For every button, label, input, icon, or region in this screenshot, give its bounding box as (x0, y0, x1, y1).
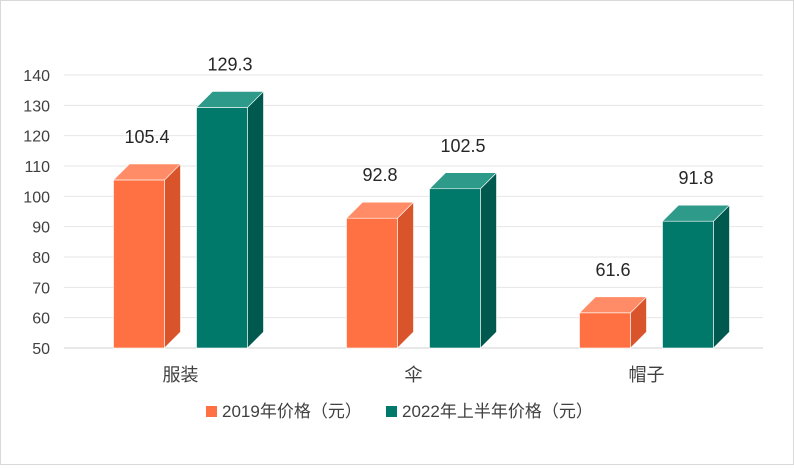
legend: 2019年价格（元） 2022年上半年价格（元） (206, 402, 593, 421)
bars (112, 90, 731, 349)
legend-swatch (386, 406, 397, 417)
data-label: 105.4 (124, 127, 169, 147)
bar-side (247, 90, 264, 349)
legend-item: 2022年上半年价格（元） (386, 402, 593, 421)
bar-series2-2 (661, 204, 731, 349)
x-axis: 服装 伞 帽子 (163, 365, 665, 385)
bar-top (661, 204, 731, 222)
data-label: 91.8 (678, 168, 713, 188)
y-tick-label: 140 (23, 68, 50, 85)
bar-front (662, 220, 714, 349)
bar-top (345, 201, 415, 219)
bar-series2-1 (428, 172, 498, 349)
bar-series1-2 (578, 296, 648, 349)
bar-front (113, 179, 165, 349)
bar-series2-0 (195, 90, 265, 349)
data-label: 61.6 (595, 260, 630, 280)
bar-top (428, 172, 498, 190)
legend-item: 2019年价格（元） (206, 402, 362, 421)
y-tick-label: 50 (32, 341, 50, 358)
bar-top (578, 296, 648, 314)
bar-front (579, 312, 631, 349)
bar-front (346, 217, 398, 349)
y-tick-label: 60 (32, 311, 50, 328)
data-label: 102.5 (440, 136, 485, 156)
data-labels: 105.4 129.3 92.8 102.5 61.6 91.8 (124, 54, 713, 279)
y-tick-label: 130 (23, 98, 50, 115)
data-label: 129.3 (207, 54, 252, 74)
bar-front (429, 188, 481, 349)
y-tick-label: 110 (24, 159, 50, 176)
bar-series1-1 (345, 201, 415, 349)
x-category-label: 服装 (163, 365, 199, 385)
x-category-label: 伞 (405, 365, 423, 385)
data-label: 92.8 (362, 165, 397, 185)
legend-label: 2022年上半年价格（元） (402, 402, 593, 421)
bar-front (196, 107, 248, 349)
y-tick-label: 80 (32, 250, 50, 267)
y-tick-label: 70 (32, 280, 50, 297)
legend-label: 2019年价格（元） (222, 402, 362, 421)
bar-series1-0 (112, 163, 182, 349)
y-tick-label: 90 (32, 220, 50, 237)
legend-swatch (206, 406, 217, 417)
y-tick-label: 120 (23, 129, 50, 146)
bar-top (195, 91, 265, 108)
bar-side (164, 163, 181, 349)
bar-side (713, 204, 730, 349)
bar-side (397, 201, 414, 349)
bar-top (112, 163, 182, 181)
y-axis: 50 60 70 80 90 100 110 120 130 140 (23, 68, 50, 358)
y-tick-label: 100 (23, 189, 50, 206)
x-category-label: 帽子 (629, 365, 665, 385)
bar-side (480, 172, 497, 349)
